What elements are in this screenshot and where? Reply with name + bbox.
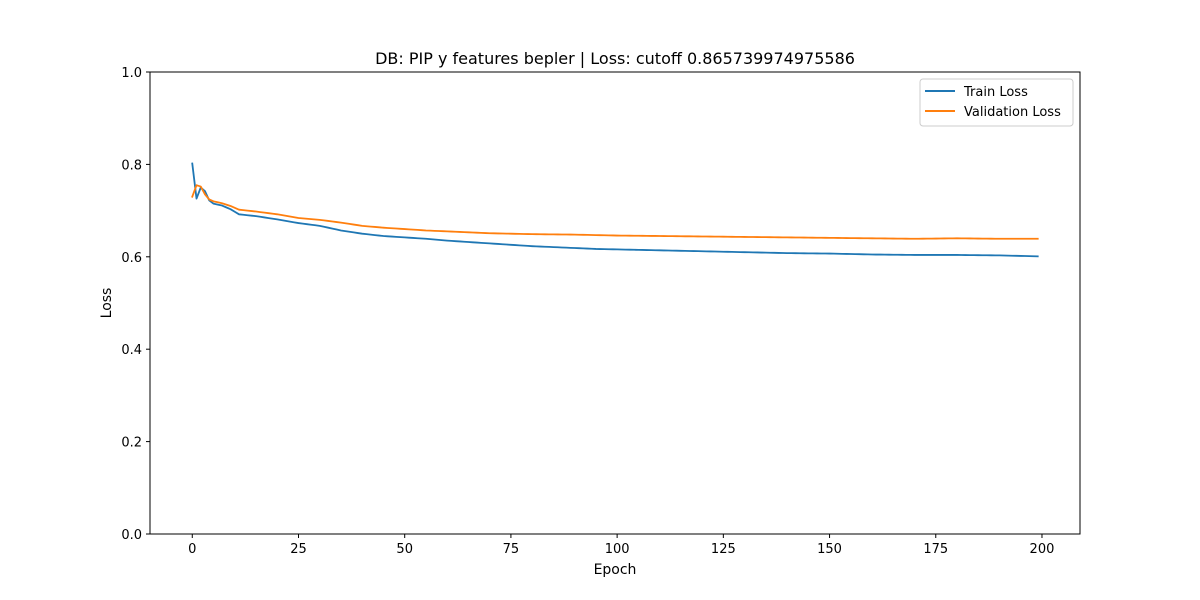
x-tick-label: 100 [605, 542, 630, 557]
x-tick-label: 75 [503, 542, 520, 557]
x-tick-label: 0 [188, 542, 196, 557]
y-axis-label: Loss [99, 288, 115, 319]
y-tick-label: 0.6 [121, 251, 142, 266]
legend-label-train-loss: Train Loss [963, 85, 1028, 100]
x-tick-label: 175 [923, 542, 948, 557]
x-axis-label: Epoch [594, 562, 637, 578]
x-tick-label: 25 [290, 542, 307, 557]
y-tick-label: 0.0 [121, 528, 142, 543]
y-tick-label: 1.0 [121, 66, 142, 81]
chart-title: DB: PIP y features bepler | Loss: cutoff… [375, 49, 855, 68]
x-tick-label: 200 [1030, 542, 1055, 557]
x-tick-label: 150 [817, 542, 842, 557]
plot-frame [149, 71, 1081, 535]
series-line-validation-loss [191, 184, 1039, 240]
series-line-train-loss [191, 162, 1039, 258]
legend-frame [919, 78, 1074, 127]
legend: Train Loss Validation Loss [919, 78, 1074, 127]
legend-label-validation-loss: Validation Loss [964, 105, 1061, 120]
y-axis-ticks: 0.0 0.2 0.4 0.6 0.8 1.0 [121, 66, 150, 543]
y-tick-label: 0.4 [121, 343, 142, 358]
x-tick-label: 50 [396, 542, 413, 557]
plot-series [191, 162, 1039, 258]
y-tick-label: 0.2 [121, 436, 142, 451]
y-tick-label: 0.8 [121, 158, 142, 173]
x-axis-ticks: 0 25 50 75 100 125 150 175 200 [188, 534, 1054, 557]
x-tick-label: 125 [711, 542, 736, 557]
